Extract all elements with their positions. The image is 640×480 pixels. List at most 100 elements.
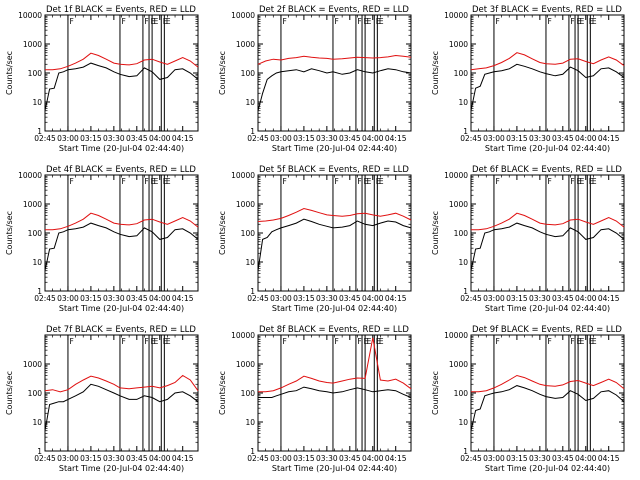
x-tick-label: 04:15 [598,294,620,303]
x-axis-label: Start Time (20-Jul-04 02:44:40) [272,464,397,473]
x-axis-label: Start Time (20-Jul-04 02:44:40) [485,144,610,153]
x-tick-label: 03:30 [316,134,338,143]
panel-det-5: Det 5f BLACK = Events, RED = LLD 1 10 100 10… [218,165,412,313]
chart-title: Det 5f BLACK = Events, RED = LLD [259,165,409,175]
series-line-events [44,62,199,111]
time-marker-label: E [379,177,384,186]
series-line-lld [45,212,199,231]
y-tick-label: 100 [28,229,43,238]
x-tick-label: 03:30 [529,454,551,463]
x-tick-label: 04:00 [149,454,171,463]
series-line-lld [44,374,199,393]
chart-title: Det 3f BLACK = Events, RED = LLD [472,5,622,15]
chart-title: Det 6f BLACK = Events, RED = LLD [472,165,622,175]
time-marker-label: E [580,17,585,26]
time-marker-label: F [547,337,551,346]
y-tick-label: 10000 [231,11,255,20]
series-line-events [257,68,412,111]
series-line-events [44,383,199,431]
time-marker-label: E [151,177,156,186]
y-axis-label: Counts/sec [5,211,14,255]
time-marker-label: E [364,177,369,186]
x-tick-label: 04:15 [172,134,194,143]
time-marker-label: E [163,177,168,186]
x-tick-label: 02:45 [247,454,269,463]
y-axis-label: Counts/sec [5,371,14,415]
time-marker-label: E [592,17,597,26]
y-tick-label: 1 [250,447,255,456]
y-tick-label: 1000 [449,40,468,49]
time-marker-label: E [166,337,171,346]
y-tick-label: 10 [245,258,255,267]
panel-det-2: Det 2f BLACK = Events, RED = LLD 1 10 100 10… [218,5,412,153]
time-marker-label: E [592,177,597,186]
panel-det-3: Det 3f BLACK = Events, RED = LLD 1 10 100 10… [431,5,625,153]
y-tick-label: 1 [463,447,468,456]
x-axis-label: Start Time (20-Jul-04 02:44:40) [485,464,610,473]
x-tick-label: 03:45 [552,454,574,463]
x-tick-label: 03:00 [483,134,505,143]
panel-det-7: Det 7f BLACK = Events, RED = LLD 1 10 100 10… [5,325,199,473]
x-tick-label: 03:00 [270,134,292,143]
x-tick-label: 03:45 [126,454,148,463]
y-tick-label: 1 [37,447,42,456]
time-marker-label: E [376,337,381,346]
x-tick-label: 04:15 [385,134,407,143]
x-tick-label: 04:15 [385,454,407,463]
x-tick-label: 03:45 [339,134,361,143]
y-tick-label: 1000 [23,200,42,209]
series-line-events [44,222,199,271]
series-line-events [257,218,412,271]
x-tick-label: 02:45 [460,134,482,143]
x-tick-label: 04:00 [362,454,384,463]
y-tick-label: 1000 [23,360,42,369]
time-marker-label: F [69,17,73,26]
y-tick-label: 10 [458,258,468,267]
x-tick-label: 03:30 [529,294,551,303]
x-axis-label: Start Time (20-Jul-04 02:44:40) [272,144,397,153]
time-marker-label: F [357,177,361,186]
y-tick-label: 10 [458,418,468,427]
series-line-events [470,222,625,271]
x-tick-label: 03:45 [126,294,148,303]
time-marker-label: F [121,337,125,346]
panel-det-6: Det 6f BLACK = Events, RED = LLD 1 10 100 10… [431,165,625,313]
x-tick-label: 03:15 [293,294,315,303]
y-tick-label: 10000 [231,171,255,180]
x-axis-label: Start Time (20-Jul-04 02:44:40) [485,304,610,313]
x-tick-label: 04:00 [575,454,597,463]
time-marker-label: E [166,17,171,26]
x-tick-label: 03:30 [103,134,125,143]
x-tick-label: 03:15 [506,134,528,143]
y-tick-label: 10000 [231,331,255,340]
series-line-lld [471,212,625,231]
x-tick-label: 02:45 [34,134,56,143]
time-marker-label: F [495,337,499,346]
time-marker-label: F [282,177,286,186]
time-marker-label: E [376,177,381,186]
y-axis-label: Counts/sec [431,51,440,95]
x-tick-label: 03:15 [293,134,315,143]
time-marker-label: F [282,337,286,346]
time-marker-label: F [334,177,338,186]
time-marker-label: E [163,17,168,26]
x-tick-label: 03:15 [506,454,528,463]
series-line-lld [471,374,625,393]
time-marker-label: E [376,17,381,26]
x-axis-label: Start Time (20-Jul-04 02:44:40) [272,304,397,313]
time-marker-label: F [121,17,125,26]
y-tick-label: 10 [32,418,42,427]
x-tick-label: 03:00 [57,454,79,463]
x-tick-label: 03:45 [339,454,361,463]
time-marker-label: E [580,337,585,346]
time-marker-label: E [367,17,372,26]
x-tick-label: 02:45 [247,134,269,143]
x-tick-label: 04:15 [598,454,620,463]
y-tick-label: 1000 [23,40,42,49]
y-axis-label: Counts/sec [5,51,14,95]
x-tick-label: 03:45 [552,294,574,303]
y-axis-label: Counts/sec [431,211,440,255]
x-axis-label: Start Time (20-Jul-04 02:44:40) [59,464,184,473]
y-tick-label: 1 [37,127,42,136]
time-marker-label: E [166,177,171,186]
